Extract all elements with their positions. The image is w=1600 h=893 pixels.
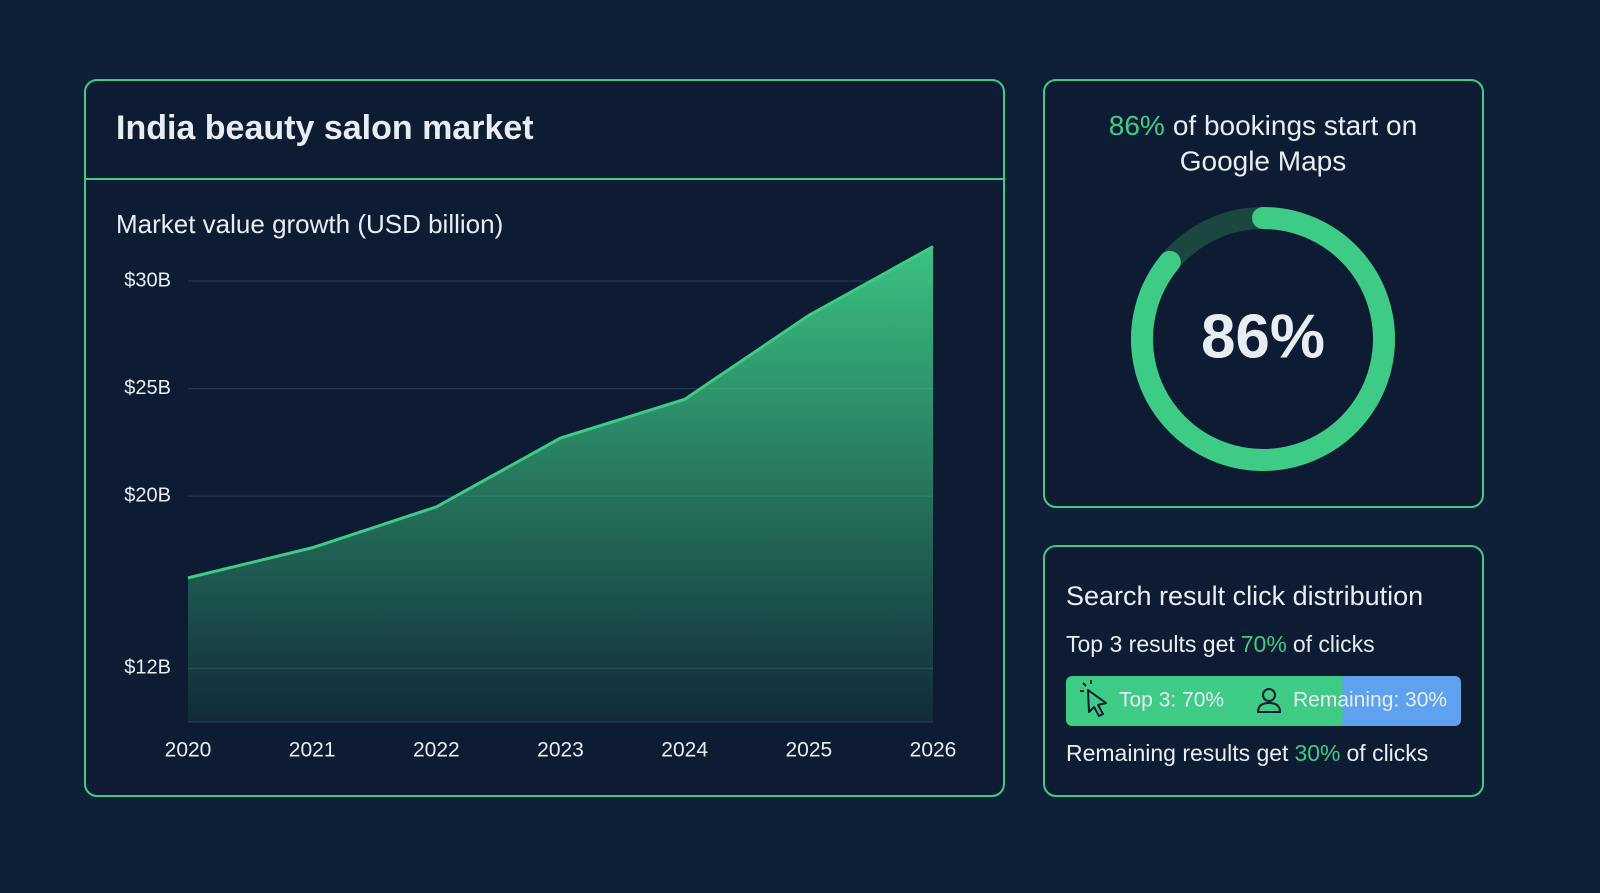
card-heading: Google Maps	[1180, 145, 1347, 176]
person-body	[1256, 701, 1282, 713]
x-tick-label: 2021	[289, 739, 336, 762]
x-tick-label: 2022	[413, 739, 460, 762]
y-tick-label: $20B	[124, 484, 171, 506]
cursor-icon	[1080, 680, 1107, 717]
bar-segment	[1066, 676, 1343, 726]
y-tick-label: $25B	[124, 377, 171, 399]
x-tick-label: 2026	[910, 739, 957, 762]
note: Top 3 results get 70% of clicks	[1066, 631, 1375, 657]
donut-arc	[1131, 207, 1395, 471]
area-line	[187, 245, 934, 580]
note-text: Top 3 results get	[1066, 631, 1235, 657]
cursor-shape	[1087, 689, 1107, 717]
heading-text: of bookings start on	[1173, 110, 1417, 141]
x-tick-label: 2025	[785, 739, 832, 762]
chart-subtitle: Market value growth (USD billion)	[116, 209, 503, 239]
card-title: India beauty salon market	[116, 109, 534, 147]
card-title: Search result click distribution	[1066, 581, 1423, 611]
bar-label: Top 3: 70%	[1119, 689, 1224, 712]
clicks-card	[1043, 545, 1484, 797]
x-tick-label: 2020	[165, 739, 212, 762]
x-tick-label: 2024	[661, 739, 708, 762]
note-text: of clicks	[1347, 740, 1429, 766]
note-text: of clicks	[1293, 631, 1375, 657]
area	[188, 246, 933, 723]
donut-center-label: 86%	[1201, 302, 1325, 371]
bar-label: Remaining: 30%	[1293, 689, 1447, 712]
bookings-card	[1043, 79, 1484, 508]
person-icon	[1256, 688, 1282, 713]
bar-segment	[1342, 676, 1461, 726]
person-head	[1262, 688, 1276, 702]
note: Remaining results get 30% of clicks	[1066, 740, 1428, 766]
x-tick-label: 2023	[537, 739, 584, 762]
y-tick-label: $30B	[124, 269, 171, 291]
note-highlight: 70%	[1241, 631, 1287, 657]
card-heading: 86% of bookings start on	[1109, 110, 1417, 141]
note-highlight: 30%	[1294, 740, 1340, 766]
y-tick-label: $12B	[124, 657, 171, 679]
note-text: Remaining results get	[1066, 740, 1289, 766]
cursor-rays	[1080, 680, 1092, 692]
heading-highlight: 86%	[1109, 110, 1165, 141]
stacked-bar	[1066, 676, 1461, 726]
